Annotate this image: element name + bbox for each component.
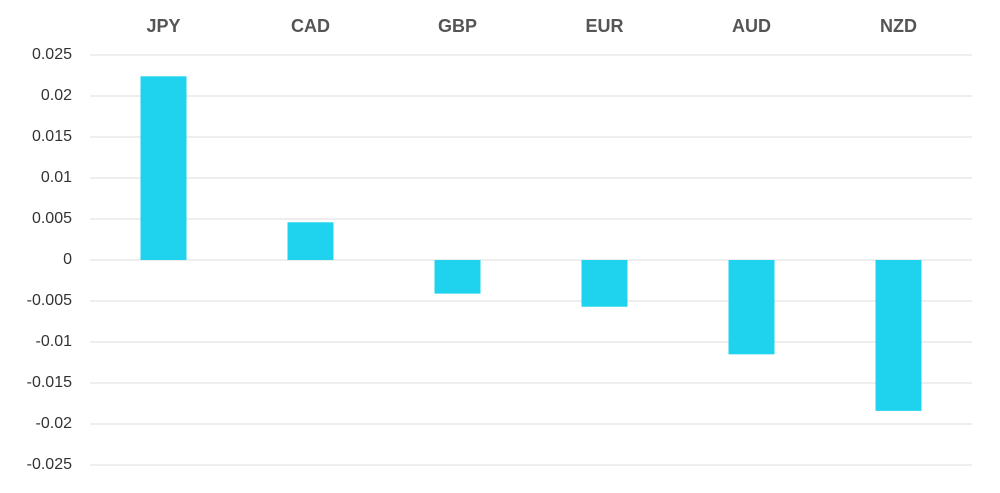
x-tick-label: EUR <box>585 16 623 36</box>
bar <box>875 260 922 411</box>
bar <box>140 76 187 260</box>
y-tick-label: 0.02 <box>41 87 72 104</box>
x-tick-label: AUD <box>732 16 771 36</box>
y-tick-label: -0.015 <box>27 374 72 391</box>
x-tick-label: GBP <box>438 16 477 36</box>
bar <box>434 260 481 294</box>
y-tick-label: 0.005 <box>32 210 72 227</box>
y-tick-label: -0.02 <box>36 415 73 432</box>
y-tick-label: -0.01 <box>36 333 73 350</box>
y-tick-label: -0.005 <box>27 292 72 309</box>
bar <box>581 260 628 307</box>
bar <box>728 260 775 355</box>
x-tick-label: CAD <box>291 16 330 36</box>
y-tick-label: 0.025 <box>32 46 72 63</box>
y-tick-label: 0 <box>63 251 72 268</box>
x-tick-label: NZD <box>880 16 917 36</box>
y-tick-label: -0.025 <box>27 456 72 473</box>
x-tick-label: JPY <box>146 16 180 36</box>
y-tick-label: 0.015 <box>32 128 72 145</box>
y-tick-label: 0.01 <box>41 169 72 186</box>
bar <box>287 222 334 260</box>
